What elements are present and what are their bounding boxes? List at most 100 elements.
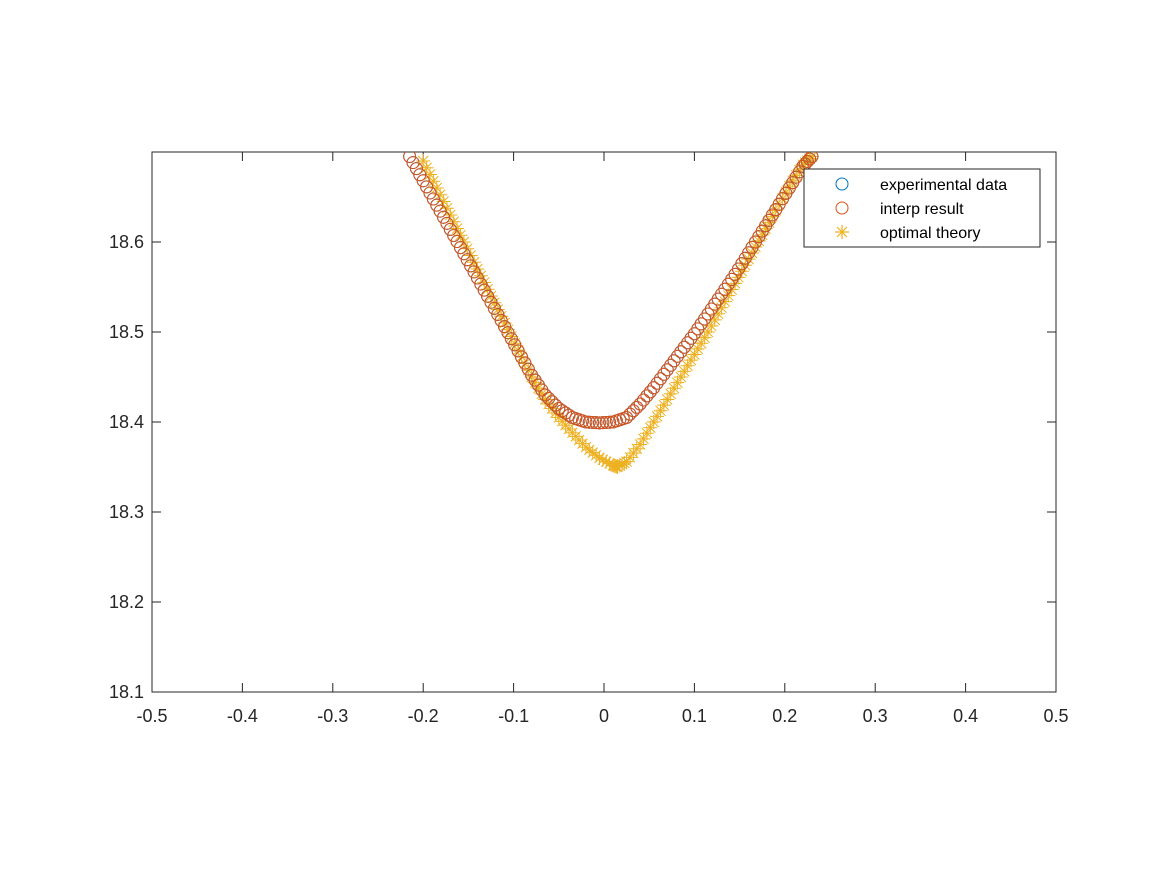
data-point [474, 277, 488, 291]
data-point [409, 162, 423, 176]
x-tick-label: 0.1 [682, 706, 707, 726]
data-point [481, 289, 495, 303]
x-tick-label: -0.5 [136, 706, 167, 726]
data-point [508, 338, 522, 352]
data-point [617, 455, 632, 470]
data-point [491, 307, 505, 321]
data-point [643, 385, 657, 399]
x-tick-label: -0.2 [408, 706, 439, 726]
data-point [494, 314, 508, 328]
data-point [670, 375, 685, 390]
y-tick-labels: 18.1 18.2 18.3 18.4 18.5 18.6 [109, 232, 144, 702]
data-point [796, 159, 810, 173]
data-point [620, 411, 634, 424]
data-point [805, 152, 819, 163]
y-tick-label: 18.1 [109, 682, 144, 702]
data-point [518, 356, 532, 370]
data-point [629, 441, 644, 456]
data-point [579, 415, 593, 429]
data-point [633, 397, 647, 411]
x-tick-label: -0.4 [227, 706, 258, 726]
data-point [694, 336, 709, 351]
data-point [521, 362, 535, 376]
data-point [630, 400, 644, 414]
data-point [640, 389, 654, 403]
data-point [592, 416, 606, 430]
data-point [663, 386, 678, 401]
data-point [653, 403, 668, 418]
data-point [447, 228, 461, 242]
data-point [504, 332, 518, 346]
data-point [657, 367, 671, 381]
legend-marker-interp [835, 201, 849, 215]
data-point [464, 259, 478, 273]
data-point [599, 415, 613, 429]
legend-marker-optimal [835, 225, 849, 239]
data-point [660, 363, 674, 377]
data-point [586, 415, 600, 429]
x-tick-label: 0.5 [1043, 706, 1068, 726]
data-point [677, 340, 691, 354]
data-point [660, 392, 675, 407]
data-point [416, 174, 430, 188]
data-point [800, 154, 814, 168]
data-point [670, 349, 684, 363]
data-point [667, 381, 682, 396]
data-point [619, 454, 634, 469]
data-point [517, 356, 532, 371]
data-point [420, 180, 434, 194]
data-point [477, 283, 491, 297]
legend[interactable]: experimental data interp result optimal … [803, 168, 1041, 248]
data-point [603, 415, 617, 429]
data-point [622, 450, 637, 465]
data-point [582, 415, 596, 429]
data-point [511, 344, 525, 358]
data-point [430, 198, 444, 212]
data-point [403, 152, 417, 163]
data-point [667, 354, 681, 368]
y-tick-label: 18.6 [109, 232, 144, 252]
data-marks [403, 152, 819, 474]
legend-label-optimal: optimal theory [880, 225, 981, 242]
data-point [639, 426, 654, 441]
data-point [528, 375, 543, 390]
x-tick-label: -0.1 [498, 706, 529, 726]
data-point [633, 437, 648, 452]
data-point [450, 235, 464, 249]
y-tick-label: 18.2 [109, 592, 144, 612]
data-point [677, 364, 692, 379]
data-point [673, 370, 688, 384]
data-point [680, 358, 695, 373]
data-point [684, 331, 698, 345]
data-point [423, 186, 437, 200]
data-point [515, 350, 529, 364]
axis-ticks [151, 152, 1057, 693]
data-point [501, 326, 515, 340]
data-point [636, 431, 651, 446]
data-point [674, 345, 688, 359]
data-point [596, 416, 610, 430]
data-point [545, 395, 559, 409]
data-point [650, 409, 665, 424]
data-point [623, 407, 637, 421]
data-point [433, 204, 447, 218]
legend-label-experimental: experimental data [880, 177, 1007, 194]
data-point [555, 404, 569, 418]
data-point [637, 393, 651, 407]
data-point [440, 216, 454, 230]
data-point [487, 301, 501, 315]
data-point [646, 415, 661, 429]
data-point [470, 271, 484, 285]
data-point [650, 376, 664, 390]
data-point [589, 416, 603, 430]
data-point [426, 192, 440, 206]
x-tick-label: -0.3 [317, 706, 348, 726]
data-point [664, 358, 678, 372]
data-point [697, 330, 712, 345]
data-point [406, 156, 420, 170]
legend-marker-experimental [835, 177, 849, 191]
data-point [460, 253, 474, 267]
data-point [626, 446, 641, 461]
data-point [656, 398, 671, 413]
